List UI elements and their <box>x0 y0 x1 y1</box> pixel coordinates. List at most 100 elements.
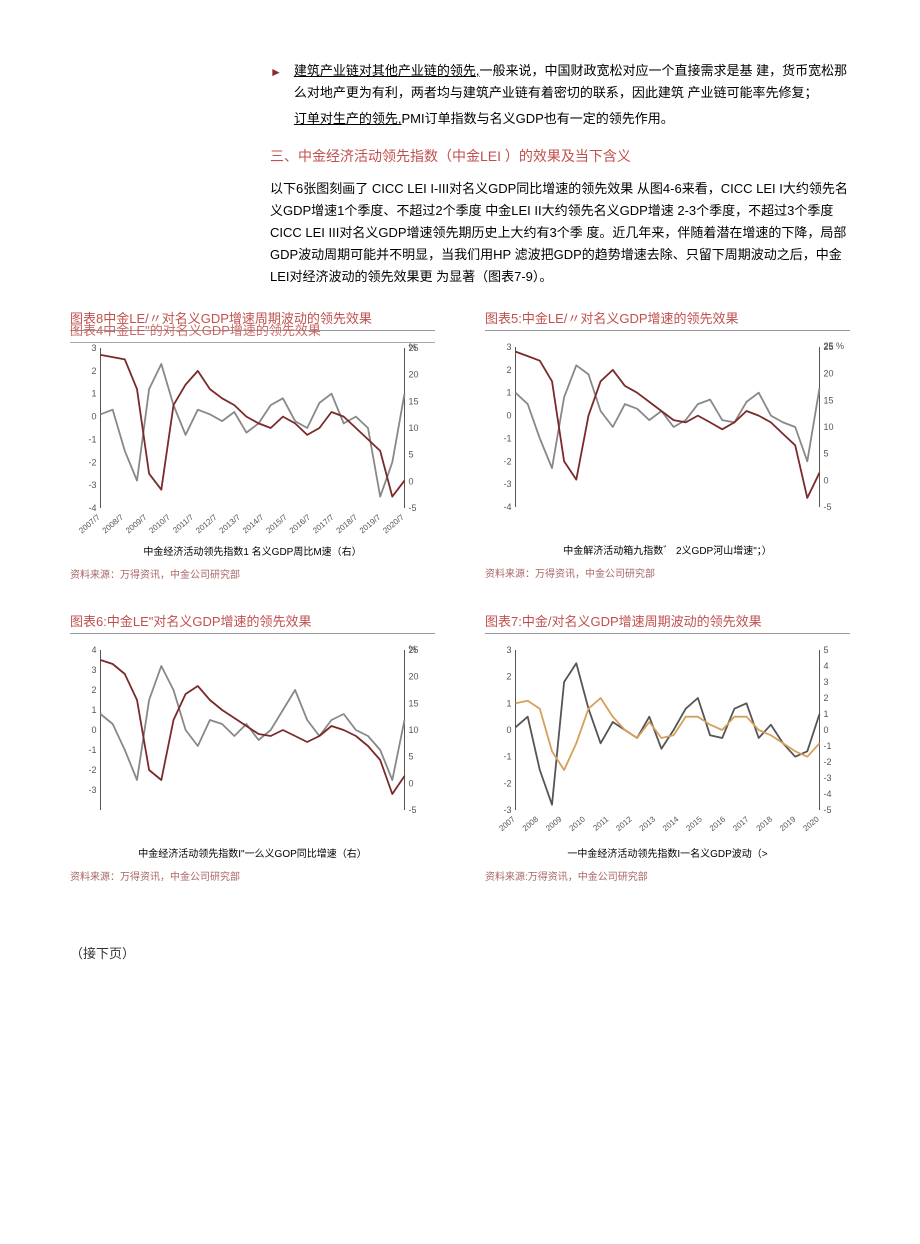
svg-text:-1: -1 <box>88 434 96 444</box>
body-paragraph: 以下6张图刻画了 CICC LEI I-III对名义GDP同比增速的领先效果 从… <box>270 178 850 288</box>
svg-text:0: 0 <box>91 412 96 422</box>
svg-text:20: 20 <box>824 369 834 379</box>
svg-text:1: 1 <box>506 388 511 398</box>
svg-text:2016/7: 2016/7 <box>288 512 313 535</box>
svg-text:2012/7: 2012/7 <box>194 512 219 535</box>
svg-text:-2: -2 <box>503 456 511 466</box>
chart-svg: -4-3-2-10123-50510152025%2007/72008/7200… <box>70 338 435 538</box>
svg-text:2020/7: 2020/7 <box>381 512 406 535</box>
svg-text:0: 0 <box>506 725 511 735</box>
svg-text:2008/7: 2008/7 <box>101 512 126 535</box>
svg-text:-4: -4 <box>88 503 96 513</box>
svg-text:2011/7: 2011/7 <box>171 512 195 535</box>
chart-svg: -4-3-2-10123-5051015202525 % <box>485 337 850 537</box>
svg-text:10: 10 <box>409 423 419 433</box>
svg-text:2018: 2018 <box>755 814 775 833</box>
svg-text:4: 4 <box>824 661 829 671</box>
svg-text:-1: -1 <box>503 752 511 762</box>
svg-text:2: 2 <box>91 685 96 695</box>
svg-text:-5: -5 <box>824 805 832 815</box>
svg-text:2010/7: 2010/7 <box>147 512 172 535</box>
bullet-lead: 建筑产业链对其他产业链的领先, <box>294 63 480 78</box>
next-page-label: （接下页） <box>70 943 850 962</box>
charts-grid: 图表8中金LE/〃对名义GDP增速周期波动的领先效果 图表4中金LE"的对名义G… <box>70 308 850 883</box>
svg-text:20: 20 <box>409 672 419 682</box>
chart-4-container: 图表8中金LE/〃对名义GDP增速周期波动的领先效果 图表4中金LE"的对名义G… <box>70 308 435 581</box>
svg-text:15: 15 <box>824 395 834 405</box>
chart-source: 资料来源：万得资讯，中金公司研究部 <box>70 566 435 581</box>
svg-text:2007: 2007 <box>497 814 517 833</box>
svg-text:2011: 2011 <box>591 814 610 832</box>
svg-text:2016: 2016 <box>708 814 728 833</box>
chart-svg: -3-2-101234-50510152025% <box>70 640 435 840</box>
svg-text:2013: 2013 <box>638 814 658 833</box>
svg-text:3: 3 <box>824 677 829 687</box>
svg-text:-3: -3 <box>88 785 96 795</box>
chart-title: 图表4中金LE"的对名义GDP增速的领先效果 <box>70 320 435 343</box>
svg-text:2013/7: 2013/7 <box>218 512 243 535</box>
svg-text:2019/7: 2019/7 <box>358 512 383 535</box>
svg-text:2008: 2008 <box>521 814 541 833</box>
svg-text:3: 3 <box>91 343 96 353</box>
svg-text:-2: -2 <box>824 757 832 767</box>
svg-text:10: 10 <box>409 725 419 735</box>
svg-text:-3: -3 <box>503 805 511 815</box>
svg-text:0: 0 <box>409 778 414 788</box>
svg-text:%: % <box>409 342 417 352</box>
svg-text:-3: -3 <box>824 773 832 783</box>
svg-text:5: 5 <box>409 752 414 762</box>
chart-source: 资料来源:万得资讯，中金公司研究部 <box>485 868 850 883</box>
chart-source: 资料来源：万得资讯，中金公司研究部 <box>485 565 850 580</box>
svg-text:15: 15 <box>409 698 419 708</box>
svg-text:2017/7: 2017/7 <box>311 512 336 535</box>
svg-text:0: 0 <box>824 725 829 735</box>
svg-text:1: 1 <box>506 698 511 708</box>
svg-text:20: 20 <box>409 370 419 380</box>
svg-text:2015/7: 2015/7 <box>264 512 289 535</box>
svg-text:3: 3 <box>506 645 511 655</box>
svg-text:-2: -2 <box>88 457 96 467</box>
svg-text:2: 2 <box>91 366 96 376</box>
bullet-item: ► 订单对生产的领先,PMI订单指数与名义GDP也有一定的领先作用。 <box>270 108 850 130</box>
bullet-text: 建筑产业链对其他产业链的领先,一般来说，中国财政宽松对应一个直接需求是基 建，货… <box>294 60 850 104</box>
svg-text:3: 3 <box>91 665 96 675</box>
svg-text:2009/7: 2009/7 <box>124 512 149 535</box>
svg-text:0: 0 <box>91 725 96 735</box>
bullet-list: ► 建筑产业链对其他产业链的领先,一般来说，中国财政宽松对应一个直接需求是基 建… <box>270 60 850 131</box>
svg-text:2: 2 <box>824 693 829 703</box>
svg-text:-5: -5 <box>409 503 417 513</box>
svg-text:-4: -4 <box>824 789 832 799</box>
svg-text:2012: 2012 <box>614 814 634 833</box>
svg-text:2010: 2010 <box>568 814 588 833</box>
svg-text:-4: -4 <box>503 502 511 512</box>
svg-text:-5: -5 <box>409 805 417 815</box>
bullet-item: ► 建筑产业链对其他产业链的领先,一般来说，中国财政宽松对应一个直接需求是基 建… <box>270 60 850 104</box>
arrow-icon: ► <box>270 62 282 104</box>
svg-text:2018/7: 2018/7 <box>334 512 359 535</box>
svg-text:1: 1 <box>91 389 96 399</box>
bullet-rest: PMI订单指数与名义GDP也有一定的领先作用。 <box>402 111 674 126</box>
svg-text:2: 2 <box>506 365 511 375</box>
svg-text:2017: 2017 <box>731 814 751 833</box>
svg-text:2007/7: 2007/7 <box>77 512 102 535</box>
chart-title: 图表5:中金LE/〃对名义GDP增速的领先效果 <box>485 308 850 331</box>
chart-legend-text: 中金解济活动箱九指数゛ 2义GDP河山增速"；） <box>485 542 850 557</box>
svg-text:2014/7: 2014/7 <box>241 512 266 535</box>
bullet-text: 订单对生产的领先,PMI订单指数与名义GDP也有一定的领先作用。 <box>294 108 674 130</box>
chart-svg: -3-2-10123-5-4-3-2-101234520072008200920… <box>485 640 850 840</box>
svg-text:15: 15 <box>409 396 419 406</box>
svg-text:2014: 2014 <box>661 814 681 833</box>
svg-text:2009: 2009 <box>544 814 564 833</box>
svg-text:1: 1 <box>824 709 829 719</box>
svg-text:-1: -1 <box>824 741 832 751</box>
svg-text:25 %: 25 % <box>824 341 845 351</box>
svg-text:3: 3 <box>506 342 511 352</box>
svg-text:0: 0 <box>409 476 414 486</box>
chart-7-container: 图表7:中金/对名义GDP增速周期波动的领先效果 -3-2-10123-5-4-… <box>485 611 850 883</box>
svg-text:2020: 2020 <box>801 814 821 833</box>
chart-source: 资料来源：万得资讯，中金公司研究部 <box>70 868 435 883</box>
svg-text:2: 2 <box>506 672 511 682</box>
section-heading: 三、中金经济活动领先指数（中金LEI ）的效果及当下含义 <box>270 146 850 166</box>
svg-text:1: 1 <box>91 705 96 715</box>
chart-title: 图表6:中金LE"对名义GDP增速的领先效果 <box>70 611 435 634</box>
